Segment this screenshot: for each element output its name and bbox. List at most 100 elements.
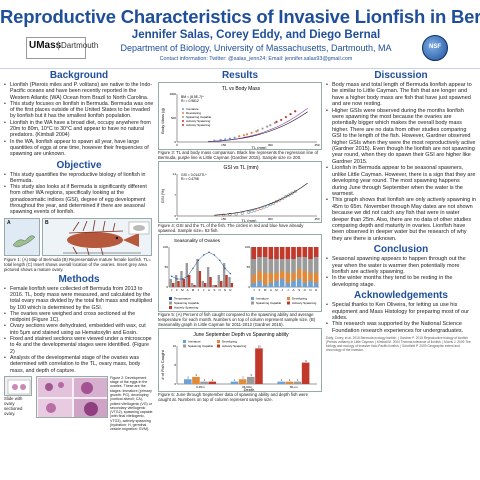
logo-umass-text: UMass [29, 40, 62, 51]
results-heading: Results [221, 70, 259, 81]
slide-panel: Slide with ovary sectioned ovary. [4, 375, 34, 432]
fig5a-bar [196, 259, 199, 287]
fig6-x-tick-label: 45-60m [242, 385, 253, 389]
micrograph-icon [38, 377, 107, 417]
fig3-point [228, 137, 231, 140]
fig6-bar [301, 362, 310, 384]
fig6-bar-value: 1 [204, 378, 206, 382]
fig3-x-tick-label: 300 [268, 143, 273, 147]
references: Eddy, Corey, et al. 2016 Bermuda ecology… [326, 336, 471, 352]
figure-6-chart: June September Depth vs Spawning ability… [158, 328, 322, 392]
fig5b-legend-swatch [251, 301, 254, 305]
fig5b-y-tick-label: 0 [248, 285, 250, 289]
fig5a-x-tick-label: J [171, 288, 173, 292]
fig1-label-b: B [45, 219, 49, 226]
right-column: Discussion Body mass and total length of… [326, 70, 476, 352]
fig6-bar [230, 381, 239, 384]
methods-bullet: Female lionfish were collected off Bermu… [4, 286, 154, 311]
fig6-x-tick-label: 60+m [290, 385, 298, 389]
fig5b-bar [291, 259, 296, 273]
fig5a-bar [172, 283, 175, 287]
lionfish-icon [63, 219, 150, 255]
authors: Jennifer Salas, Corey Eddy, and Diego Be… [131, 29, 381, 41]
fig5b-bar [262, 273, 268, 285]
fig4-point [268, 203, 272, 207]
fig5b-bar [296, 257, 302, 269]
fig5a-x-tick-label: M [192, 288, 195, 292]
logo-dartmouth-text: Dartmouth [58, 41, 98, 50]
slide-image [4, 375, 32, 396]
fig5b-bar [285, 283, 291, 287]
fig5a-x-tick-label: N [224, 288, 226, 292]
conclusion-bullet: Seasonal spawning appears to happen thro… [326, 256, 476, 275]
fig3-point [256, 129, 259, 132]
fig5a-bar [220, 281, 223, 287]
egg-stage-micrographs [36, 375, 108, 418]
fig5a-x-tick-label: A [187, 288, 189, 292]
background-bullet: In the WA, lionfish appear to spawn all … [4, 139, 154, 158]
fig4-point [228, 213, 232, 217]
background-bullet: This study focuses on lionfish in Bermud… [4, 101, 154, 120]
fig5b-bar [262, 247, 268, 257]
conclusion-list: Seasonal spawning appears to happen thro… [326, 256, 476, 288]
figure-4-caption: Figure 4: GSI and the TL of the fish. Th… [158, 223, 304, 233]
fig5a-legend-swatch [169, 297, 172, 300]
fig6-xlabel: Depth [244, 387, 255, 392]
fig3-point [289, 113, 292, 116]
fig6-legend-label: Developing [222, 340, 237, 344]
fig3-title: TL vs Body Mass [222, 86, 261, 92]
figure-5-charts: Seasonality of Ovaries 0 50 100 J F M A M J J A S O N… [158, 234, 322, 312]
nsf-logo: NSF [422, 35, 448, 61]
acknowledgements-heading: Acknowledgements [354, 290, 448, 302]
fig6-ylabel: # of Fish Caught [160, 349, 165, 379]
fig3-legend-swatch [182, 112, 184, 114]
fig3-point [266, 125, 269, 128]
figure-5-caption: Figure 5: (A) Percent of fish caught com… [158, 312, 316, 327]
fig5a-x-tick-label: J [203, 288, 205, 292]
fig4-point [262, 205, 266, 209]
background-bullet: Lionfish in the WA have a broad diet, oc… [4, 120, 154, 139]
fig6-bar [200, 381, 208, 384]
fig6-legend-label: Immature [188, 340, 201, 344]
fig3-little-cayman-line [208, 107, 308, 142]
fig5b-bar [251, 275, 257, 283]
fig6-bar-value: 1 [212, 378, 214, 382]
fig5b-bar [285, 273, 291, 283]
fig5a-bar [214, 285, 218, 287]
fig5a-bar [204, 283, 207, 287]
fig3-regression-line [208, 111, 308, 142]
fig4-title: GSI vs TL (mm) [224, 165, 259, 171]
fig6-bar-value: 3 [196, 373, 198, 377]
fig6-bar [255, 348, 263, 384]
fig4-point [281, 197, 285, 201]
fig4-ylabel: GSI (%) [160, 188, 165, 203]
contact-info: Contact information: Twitter: @salas_jen… [159, 56, 353, 62]
fig5b-bar [251, 283, 257, 287]
fig6-legend-swatch [217, 344, 220, 348]
acknowledgements-list: Special thanks to Ken Oliveira, for lett… [326, 302, 476, 334]
fig3-legend-label: Actively Spawning [186, 119, 211, 123]
fig6-legend-swatch [217, 340, 220, 343]
fig3-legend-label: Spawning Capable [186, 115, 212, 119]
discussion-list: Body mass and total length of Bermuda li… [326, 82, 476, 242]
fig3-y-tick-label: 1000 [169, 92, 176, 96]
objective-bullet: This study also looks at if Bermuda is s… [4, 184, 154, 215]
fig6-y-tick-label: 0 [174, 382, 176, 386]
fig5a-bar [225, 275, 228, 287]
fig5a-bar [169, 279, 172, 287]
department: Department of Biology, University of Mas… [120, 43, 392, 53]
fig6-legend-label: Spawning Capable [188, 344, 214, 348]
fig4-x-tick-label: 150 [221, 217, 226, 221]
fig5b-legend-swatch [287, 301, 290, 305]
fig5b-bar [268, 259, 274, 273]
fig5b-bar [296, 247, 302, 257]
fig5b-bar [279, 259, 285, 271]
fig5a-x-tick-label: F [176, 288, 178, 292]
fig5b-bar [313, 257, 319, 273]
fig5b-x-tick-label: A [292, 288, 294, 292]
fig5b-bar [257, 271, 262, 281]
